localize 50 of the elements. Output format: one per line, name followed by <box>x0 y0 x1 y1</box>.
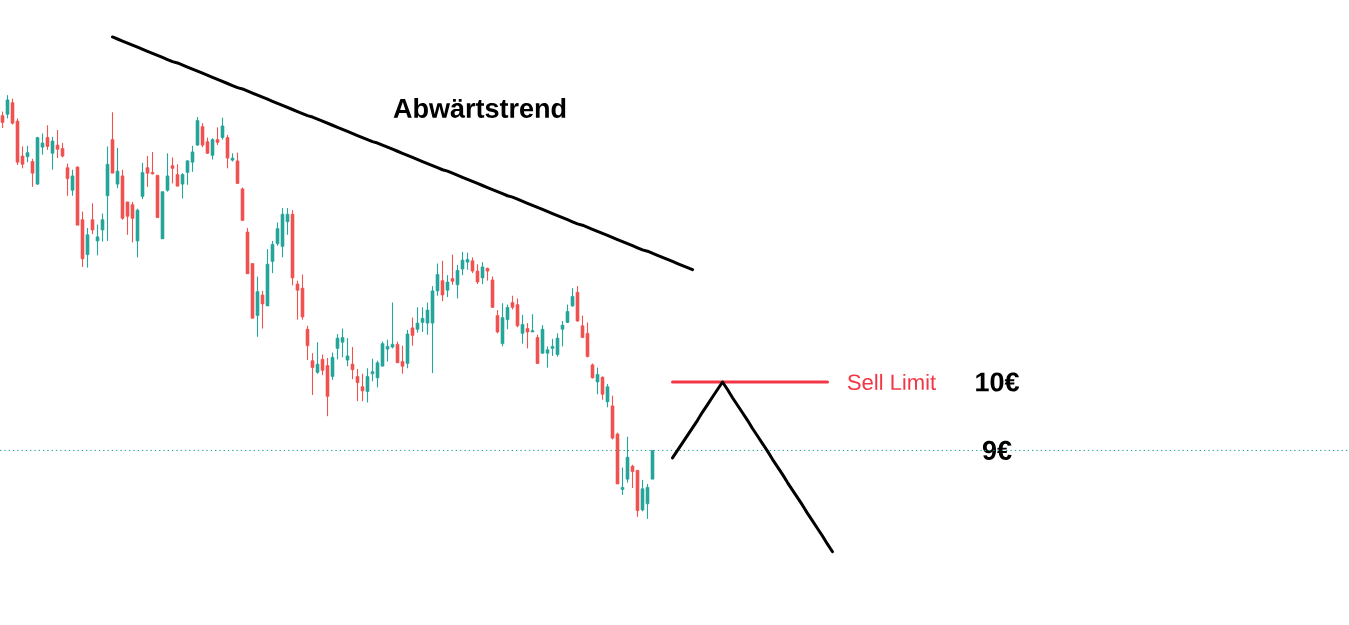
candlestick <box>525 322 530 349</box>
candlestick <box>45 124 50 151</box>
candlestick <box>30 158 35 188</box>
candlestick <box>480 261 485 285</box>
candlestick <box>365 367 370 404</box>
candlestick <box>445 274 450 298</box>
candlestick <box>345 337 350 367</box>
candlestick <box>595 367 600 395</box>
candlestick <box>310 352 315 396</box>
candlestick <box>90 202 95 235</box>
candlestick <box>315 341 320 375</box>
candlestick <box>600 375 605 401</box>
annotation: Abwärtstrend <box>393 98 566 118</box>
candlestick <box>520 314 525 345</box>
candlestick <box>560 320 565 347</box>
candlestick <box>570 287 575 308</box>
candlestick <box>355 368 360 402</box>
candlestick <box>95 223 100 256</box>
candlestick <box>225 134 230 169</box>
candlestick <box>100 213 105 243</box>
candlestick <box>70 169 75 197</box>
candlestick <box>255 275 260 338</box>
candlestick <box>175 163 180 187</box>
candlestick <box>360 373 365 402</box>
candlestick <box>350 346 355 380</box>
candlestick <box>220 117 225 141</box>
candlestick <box>455 264 460 299</box>
y-tick-label: 10€ <box>976 372 1020 392</box>
candlestick <box>115 147 120 189</box>
candlestick <box>620 466 625 496</box>
candlestick <box>305 325 310 361</box>
candlestick <box>210 137 215 161</box>
candlestick <box>170 156 175 184</box>
candlestick <box>605 383 610 408</box>
candlestick <box>330 351 335 381</box>
candlestick <box>450 254 455 286</box>
candlestick <box>5 94 10 119</box>
series-label: Sell Limit <box>847 373 936 391</box>
candlestick <box>410 317 415 347</box>
candlestick <box>50 136 55 171</box>
candlestick <box>85 227 90 269</box>
candlestick <box>235 152 240 185</box>
candlestick <box>140 162 145 200</box>
candlestick <box>270 240 275 274</box>
candlestick <box>165 152 170 193</box>
y-tick-label: 9€ <box>982 440 1012 460</box>
candlestick <box>260 290 265 330</box>
candlestick <box>65 163 70 197</box>
candlestick <box>180 172 185 200</box>
candlestick <box>440 260 445 302</box>
